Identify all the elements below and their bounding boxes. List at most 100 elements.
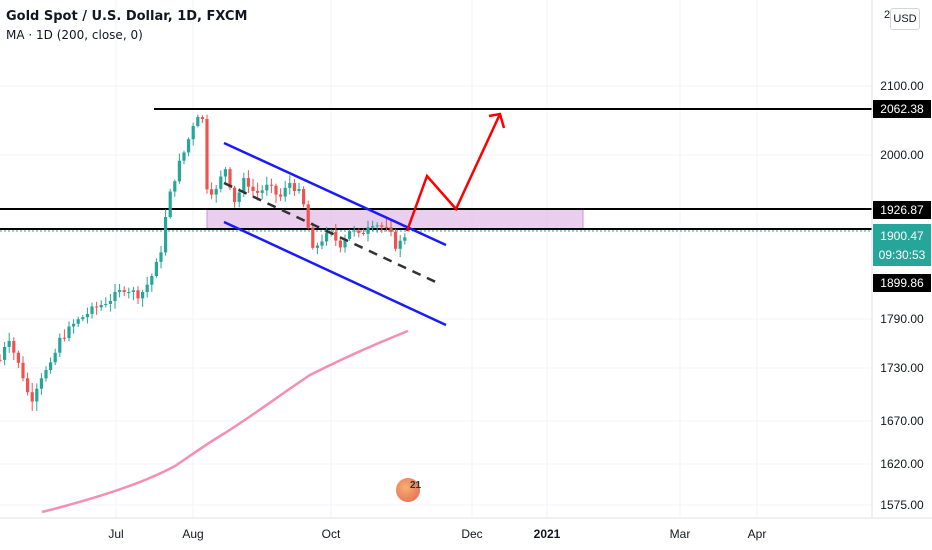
candle-body (0, 359, 2, 361)
candle-body (3, 346, 7, 360)
candle-body (371, 226, 375, 228)
candle-body (196, 117, 200, 126)
candle-body (343, 238, 347, 248)
candle-body (223, 169, 227, 177)
candle-body (361, 232, 365, 234)
resistance-tag: 1926.87 (873, 201, 931, 219)
time-axis-ticks: Jul Aug Oct Dec 2021 Mar Apr (108, 527, 766, 541)
current-price-label: 1900.47 (880, 229, 924, 243)
candle-body (338, 240, 342, 248)
author-logo: 21 (396, 476, 428, 514)
current-price-tag: 1900.47 09:30:53 (873, 224, 931, 266)
price-tick-label: 1575.00 (880, 498, 924, 512)
candle-body (320, 241, 324, 246)
resistance-label: 1926.87 (880, 203, 924, 217)
candle-body (35, 388, 39, 402)
time-axis-background[interactable] (0, 518, 932, 550)
price-tick-label: 1790.00 (880, 312, 924, 326)
candle-body (173, 181, 177, 192)
candle-body (274, 185, 278, 195)
candle-body (260, 190, 264, 193)
candle-body (7, 340, 11, 347)
candle-body (384, 226, 388, 228)
candle-body (85, 313, 89, 318)
support-tag: 1899.86 (873, 274, 931, 292)
candle-body (127, 291, 131, 293)
candle-body (205, 118, 209, 190)
candle-body (219, 176, 223, 189)
price-tick-label: 2100.00 (880, 79, 924, 93)
candle-body (136, 290, 140, 299)
candle-body (366, 227, 370, 234)
candle-body (164, 217, 168, 253)
candle-body (269, 184, 273, 186)
candle-body (389, 227, 393, 232)
supply-demand-zone (206, 208, 584, 230)
candle-body (191, 125, 195, 140)
candle-body (104, 303, 108, 306)
price-tick-label: 1620.00 (880, 457, 924, 471)
candle-body (306, 204, 310, 228)
candle-body (380, 225, 384, 227)
candle-body (12, 340, 16, 353)
candle-body (67, 326, 71, 339)
candle-body (62, 337, 66, 339)
candle-body (58, 337, 62, 353)
candle-body (44, 370, 48, 379)
candle-body (325, 232, 329, 242)
chart-legend: Gold Spot / U.S. Dollar, 1D, FXCM MA · 1… (6, 8, 247, 44)
candle-body (242, 178, 246, 193)
candle-body (72, 323, 76, 327)
candle-body (403, 237, 407, 241)
candle-body (49, 362, 53, 371)
candle-body (131, 290, 135, 292)
candle-body (352, 230, 356, 232)
candle-body (145, 284, 149, 292)
projection-arrow-path (405, 113, 502, 232)
top-axis-clipped-label: 2 (884, 9, 891, 21)
moving-average-legend[interactable]: MA · 1D (200, close, 0) (6, 28, 143, 42)
candle-body (187, 139, 191, 153)
price-tick-label: 1670.00 (880, 414, 924, 428)
candle-body (233, 187, 237, 202)
candle-body (297, 189, 301, 191)
candle-body (228, 169, 232, 188)
price-axis-ticks: 2100.00 2000.00 1790.00 1730.00 1670.00 1620.… (880, 79, 924, 512)
candle-body (21, 362, 25, 379)
grid-lines (0, 0, 872, 518)
candle-body (95, 306, 99, 308)
candle-body (292, 183, 296, 191)
candle-body (375, 225, 379, 227)
candle-body (246, 178, 250, 187)
candle-body (210, 189, 214, 195)
candle-body (150, 275, 154, 285)
candle-body (357, 230, 361, 233)
candle-body (237, 192, 241, 202)
candle-body (154, 261, 158, 276)
channel-lower-line (223, 220, 447, 327)
time-tick-label: Mar (670, 527, 691, 541)
currency-button[interactable]: USD (890, 8, 920, 30)
candle-body (26, 378, 30, 393)
candle-body (265, 184, 269, 191)
candle-body (214, 188, 218, 195)
symbol-title[interactable]: Gold Spot / U.S. Dollar, 1D, FXCM (6, 9, 248, 24)
candle-body (16, 352, 20, 363)
moving-average-line (41, 329, 409, 514)
candle-body (90, 306, 94, 314)
candle-body (99, 305, 103, 308)
candle-body (283, 187, 287, 197)
channel-mid-dashed-line (223, 181, 441, 286)
candle-body (30, 392, 34, 402)
candle-body (398, 240, 402, 249)
candle-body (348, 231, 352, 239)
time-tick-label: Jul (108, 527, 123, 541)
price-tick-label: 2000.00 (880, 148, 924, 162)
time-tick-label: Oct (322, 527, 341, 541)
candle-body (394, 231, 398, 249)
candle-body (81, 317, 85, 320)
candle-body (334, 231, 338, 241)
candle-body (279, 194, 283, 197)
candle-body (256, 190, 260, 193)
